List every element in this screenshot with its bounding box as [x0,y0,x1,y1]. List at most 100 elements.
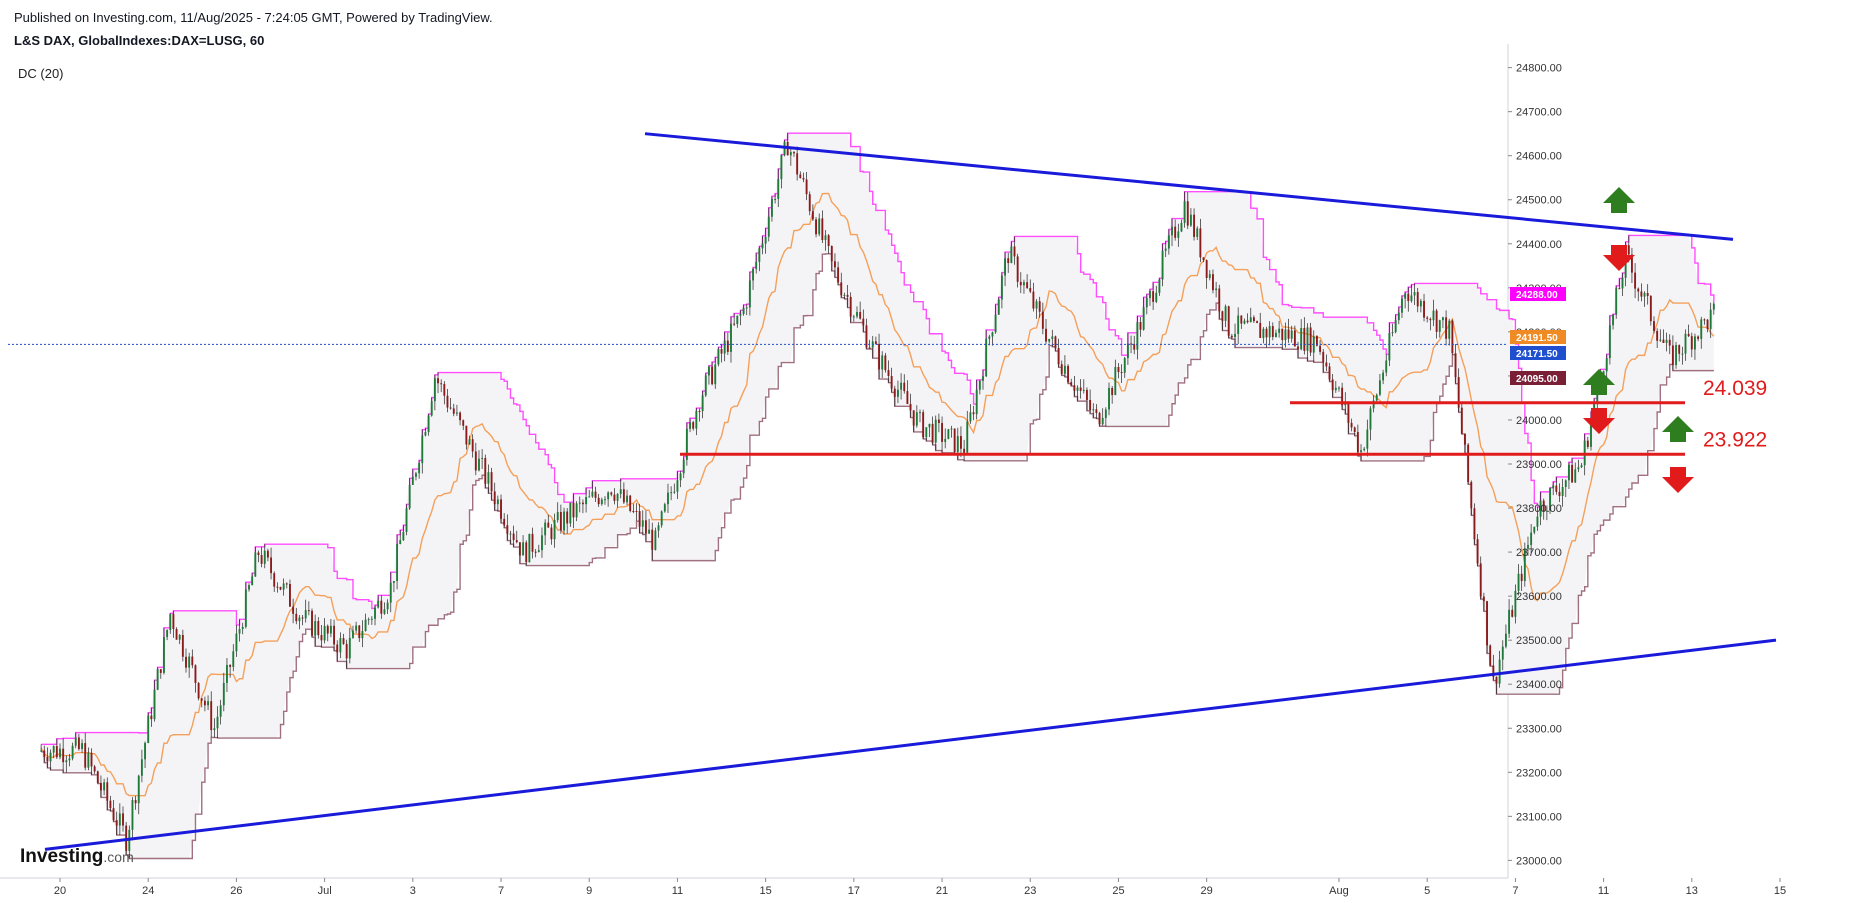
candle-body [1123,358,1126,373]
candle-body [663,504,666,512]
candle-body [399,540,402,545]
candle-body [314,621,317,636]
candle-body [1687,333,1690,337]
candle-body [1426,317,1429,319]
candle-body [796,153,799,175]
candle-body [654,530,657,550]
candle-body [1602,371,1605,376]
candle-body [975,389,978,415]
candle-body [1262,328,1265,338]
candle-body [279,586,282,590]
candle-body [736,315,739,325]
candle-body [1511,609,1514,617]
candle-body [235,633,238,652]
candle-body [1271,326,1274,337]
candle-body [1177,231,1180,238]
candle-body [1051,336,1054,339]
candle-body [525,542,528,563]
candle-body [1117,367,1120,373]
candle-body [1234,333,1236,338]
candle-body [594,491,597,498]
candle-body [1690,336,1693,350]
candle-body [1048,338,1051,342]
candle-body [1470,481,1473,509]
candle-body [317,621,320,636]
candle-body [153,689,156,720]
candle-body [1334,387,1337,391]
candle-body [1536,516,1539,527]
candle-body [947,429,950,439]
candle-body [468,439,471,445]
candle-body [1608,325,1611,359]
candle-body [1202,257,1205,260]
y-tick-label: 24600.00 [1516,151,1562,163]
candle-body [859,312,862,319]
y-tick-label: 23300.00 [1516,723,1562,735]
candle-body [1275,332,1277,337]
candle-body [890,375,893,389]
candle-body [1621,277,1624,289]
candle-body [909,403,912,411]
candle-body [1558,491,1561,497]
candle-body [1057,348,1060,365]
candle-body [484,457,487,484]
candle-body [1240,315,1243,324]
y-tick-label: 23400.00 [1516,679,1562,691]
candle-body [676,480,679,492]
candle-body [1174,226,1177,238]
candle-body [55,746,58,758]
candle-body [244,589,247,627]
candle-body [1429,318,1432,321]
candle-body [1060,364,1063,374]
candle-body [408,484,411,509]
candle-body [320,635,323,641]
candle-body [761,243,764,249]
candle-body [207,701,210,706]
candle-body [682,459,685,474]
candle-body [1155,292,1158,302]
candle-body [777,179,780,199]
candle-body [824,235,827,241]
candle-body [1391,332,1394,334]
candle-body [1356,432,1359,453]
candle-body [534,551,537,553]
candle-body [1375,394,1378,401]
candle-body [1517,573,1520,591]
candle-body [106,782,109,801]
candle-body [1130,343,1133,345]
candle-body [326,625,329,634]
candle-body [553,520,556,540]
candle-body [210,701,213,731]
candle-body [364,619,367,632]
candle-body [906,391,909,404]
candle-body [166,629,169,638]
candle-body [1067,365,1070,383]
candle-body [213,728,216,731]
candle-body [544,522,547,536]
candle-body [550,527,553,540]
candle-body [897,389,899,397]
candle-body [704,375,707,396]
candle-body [585,497,588,505]
candle-body [1423,300,1425,318]
candle-body [748,280,751,308]
candle-body [424,432,427,436]
candle-body [972,412,975,415]
x-tick-label: 11 [672,885,683,897]
candle-body [874,341,877,344]
candle-body [745,307,748,309]
candle-body [726,340,729,352]
candle-body [509,533,512,535]
candle-body [1193,214,1196,237]
candle-body [988,336,991,339]
candle-body [493,491,496,505]
candle-body [115,820,118,826]
candle-body [1004,258,1006,276]
candle-body [500,499,502,519]
candle-body [698,411,701,413]
candle-body [449,407,452,409]
candle-body [329,625,332,634]
candle-body [1189,214,1192,226]
candle-body [1054,336,1057,349]
